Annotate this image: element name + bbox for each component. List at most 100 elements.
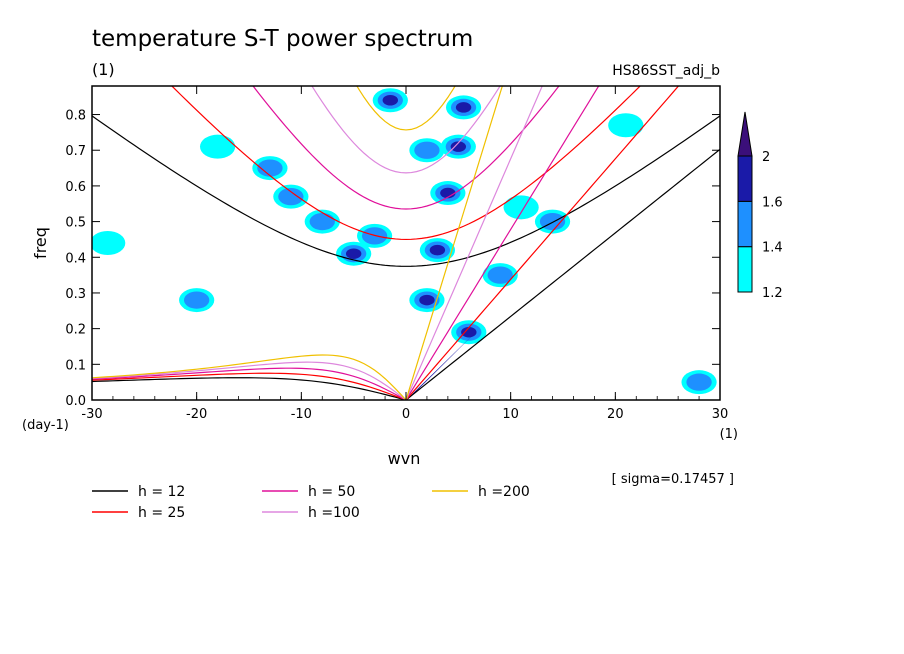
contour-blob [409, 138, 445, 163]
axis-ticks: -30 -20 -10 0 10 20 30 0.0 0.1 0.2 0.3 0.4 0.5 0.6 0.7… [65, 86, 728, 422]
legend-item: h =100 [262, 505, 360, 521]
rossby-curve [92, 372, 407, 400]
contour-level [414, 141, 440, 159]
contour-level [278, 187, 304, 206]
contour-blob [681, 370, 717, 395]
plot-area: -30 -20 -10 0 10 20 30 0.0 0.1 0.2 0.3 0.4 0.5 0.6 0.7… [65, 85, 728, 422]
contour-level [257, 159, 283, 177]
kelvin-curve [405, 86, 600, 400]
rossby-curve [92, 361, 407, 400]
contour-blob [451, 320, 487, 345]
y-tick-label: 0.0 [65, 394, 86, 409]
y-tick-label: 0.1 [65, 358, 86, 373]
contour-level [686, 373, 712, 391]
gravity-curve [356, 86, 456, 131]
legend-item: h = 50 [262, 484, 355, 500]
y-unit-label: (day-1) [22, 418, 69, 433]
rossby-curve [92, 377, 407, 400]
contour-blob [608, 113, 644, 138]
contour-level [450, 141, 467, 152]
y-tick-label: 0.5 [65, 216, 86, 231]
y-tick-label: 0.6 [65, 180, 86, 195]
colorbar-segment [737, 155, 753, 202]
colorbar: 1.2 1.4 1.6 2 [737, 111, 783, 301]
contour-level [503, 195, 539, 220]
contour-level [345, 248, 362, 259]
contour-blob [304, 209, 340, 234]
kelvin-curve [405, 86, 503, 400]
colorbar-label: 1.4 [762, 241, 783, 256]
legend-label: h =200 [478, 484, 530, 500]
contour-blob [92, 231, 126, 255]
legend-item: h = 25 [92, 505, 185, 521]
legend-item: h =200 [432, 484, 530, 500]
legend-label: h = 12 [138, 484, 185, 500]
kelvin-band [406, 328, 480, 400]
x-unit-label: (1) [720, 427, 738, 442]
gravity-curve [170, 86, 642, 241]
contour-blob [409, 288, 445, 313]
x-tick-label: -10 [291, 407, 312, 422]
x-tick-label: 0 [402, 407, 410, 422]
contour-level [309, 212, 335, 231]
x-tick-label: -30 [81, 407, 102, 422]
contour-level [608, 113, 644, 138]
y-tick-label: 0.2 [65, 323, 86, 338]
contour-blob [336, 241, 372, 266]
legend: h = 12 h = 25 h = 50 h =100 h =200 [92, 484, 530, 521]
dispersion-curves [92, 86, 720, 400]
x-tick-label: 30 [712, 407, 729, 422]
contour-blob [440, 134, 476, 159]
y-tick-label: 0.3 [65, 287, 86, 302]
gravity-curve [311, 86, 501, 174]
contour-level [184, 291, 210, 309]
legend-label: h =100 [308, 505, 360, 521]
contour-level [382, 95, 398, 106]
contour-blob [445, 95, 482, 120]
contour-level [419, 294, 435, 306]
units-label: (1) [92, 60, 115, 79]
legend-label: h = 50 [308, 484, 355, 500]
y-axis-label: freq [31, 227, 50, 259]
colorbar-label: 1.6 [762, 195, 783, 210]
contour-blob [419, 238, 455, 263]
contour-blob [430, 181, 466, 206]
sigma-note: [ sigma=0.17457 ] [612, 472, 734, 487]
contour-blob [503, 195, 539, 220]
rossby-curve [92, 354, 407, 400]
contour-blob [252, 156, 288, 181]
x-tick-label: 10 [502, 407, 519, 422]
colorbar-segment [737, 200, 753, 248]
y-tick-label: 0.4 [65, 251, 86, 266]
contour-level [429, 244, 446, 256]
colorbar-segment [737, 246, 753, 293]
contour-level [461, 326, 477, 338]
colorbar-arrow [737, 111, 753, 157]
x-tick-label: -20 [186, 407, 207, 422]
contour-blob [200, 134, 236, 159]
contour-blob [372, 88, 408, 113]
contour-level [487, 266, 513, 284]
gravity-curve [92, 115, 720, 267]
x-axis-label: wvn [388, 449, 421, 468]
contour-level [455, 102, 472, 113]
contour-blob [273, 184, 309, 209]
kelvin-curve [405, 86, 543, 400]
chart-title: temperature S-T power spectrum [92, 26, 473, 52]
legend-label: h = 25 [138, 505, 185, 521]
kelvin-curve [405, 148, 720, 400]
contour-blob [534, 209, 571, 234]
gravity-curve [252, 86, 560, 210]
x-tick-label: 20 [607, 407, 624, 422]
y-tick-label: 0.8 [65, 109, 86, 124]
contour-level [92, 231, 126, 255]
dataset-label: HS86SST_adj_b [612, 63, 720, 79]
legend-item: h = 12 [92, 484, 185, 500]
contour-level [200, 134, 236, 159]
rossby-curve [92, 367, 407, 400]
colorbar-label: 2 [762, 150, 770, 165]
colorbar-label: 1.2 [762, 286, 783, 301]
y-tick-label: 0.7 [65, 144, 86, 159]
contour-fills [92, 88, 717, 400]
